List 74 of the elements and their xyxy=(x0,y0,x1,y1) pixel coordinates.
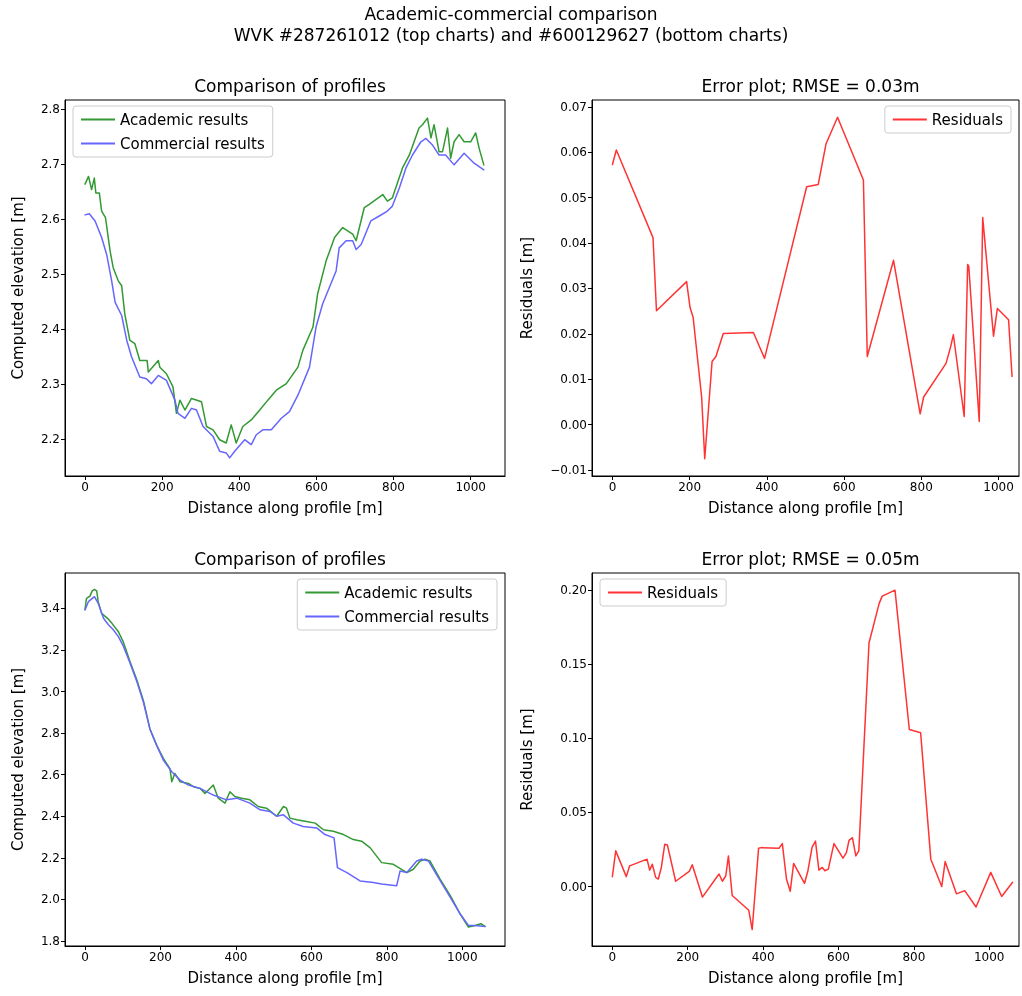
x-tick-label: 600 xyxy=(832,480,856,494)
legend-label: Residuals xyxy=(647,583,719,602)
x-axis-title: Distance along profile [m] xyxy=(187,968,383,987)
y-tick-label: 2.8 xyxy=(40,726,60,741)
legend-label: Residuals xyxy=(931,110,1004,129)
y-tick-label: 2.0 xyxy=(40,892,60,907)
y-axis-title: Computed elevation [m] xyxy=(8,196,27,380)
x-tick-label: 0 xyxy=(608,480,617,494)
chart-title: Comparison of profiles xyxy=(194,548,386,569)
chart-title: Error plot; RMSE = 0.03m xyxy=(701,75,920,96)
y-tick-label: −0.01 xyxy=(550,463,587,478)
text: Academic-commercial comparison xyxy=(363,4,659,25)
chart-title: Error plot; RMSE = 0.05m xyxy=(701,548,920,569)
y-tick-label: 3.0 xyxy=(40,684,60,699)
y-axis-title: Computed elevation [m] xyxy=(8,667,27,852)
y-tick-label: 0.05 xyxy=(560,190,587,205)
legend-label: Commercial results xyxy=(120,134,265,153)
x-tick-label: 400 xyxy=(227,480,251,494)
y-tick-label: 0.10 xyxy=(560,731,587,746)
y-tick-label: 0.01 xyxy=(560,372,587,387)
x-tick-label: 800 xyxy=(382,480,406,494)
y-tick-label: 0.03 xyxy=(560,281,587,296)
x-axis-title: Distance along profile [m] xyxy=(187,498,383,517)
y-tick-label: 0.00 xyxy=(560,879,587,894)
x-tick-label: 200 xyxy=(676,950,700,964)
y-tick-label: 2.3 xyxy=(40,377,60,392)
x-tick-label: 800 xyxy=(902,950,926,964)
y-tick-label: 2.8 xyxy=(40,102,60,117)
x-tick-label: 0 xyxy=(81,480,89,494)
y-tick-label: 3.4 xyxy=(40,601,60,616)
y-tick-label: 2.2 xyxy=(40,432,60,447)
legend-label: Commercial results xyxy=(344,607,490,626)
x-tick-label: 0 xyxy=(81,950,89,964)
text: WVK #287261012 (top charts) and #600129627 (bottom charts) xyxy=(232,25,790,46)
x-tick-label: 0 xyxy=(608,950,617,964)
y-tick-label: 0.05 xyxy=(560,805,587,820)
x-tick-label: 400 xyxy=(224,950,248,964)
y-tick-label: 2.6 xyxy=(40,767,60,782)
y-tick-label: 2.7 xyxy=(40,157,60,172)
y-tick-label: 2.4 xyxy=(40,322,60,337)
x-tick-label: 800 xyxy=(375,950,399,964)
x-tick-label: 200 xyxy=(678,480,702,494)
x-tick-label: 600 xyxy=(299,950,323,964)
x-axis-title: Distance along profile [m] xyxy=(707,498,904,517)
y-tick-label: 0.02 xyxy=(560,326,587,341)
x-tick-label: 200 xyxy=(149,950,172,964)
y-tick-label: 0.07 xyxy=(560,99,587,114)
y-tick-label: 2.6 xyxy=(40,212,60,227)
x-tick-label: 200 xyxy=(150,480,174,494)
y-axis-title: Residuals [m] xyxy=(517,708,536,811)
y-tick-label: 2.4 xyxy=(40,809,60,824)
y-tick-label: 0.20 xyxy=(560,583,587,598)
x-tick-label: 400 xyxy=(751,950,775,964)
y-tick-label: 0.15 xyxy=(560,657,587,672)
legend-label: Academic results xyxy=(120,110,249,129)
y-tick-label: 1.8 xyxy=(40,934,60,949)
y-tick-label: 2.2 xyxy=(40,850,60,865)
x-tick-label: 1000 xyxy=(447,950,478,964)
x-axis-title: Distance along profile [m] xyxy=(707,968,904,987)
y-tick-label: 2.5 xyxy=(40,267,60,282)
x-tick-label: 600 xyxy=(827,950,850,964)
x-tick-label: 800 xyxy=(909,480,933,494)
legend-label: Academic results xyxy=(344,583,473,602)
y-tick-label: 3.2 xyxy=(40,642,60,657)
y-tick-label: 0.00 xyxy=(560,417,587,432)
x-tick-label: 1000 xyxy=(455,480,486,494)
y-tick-label: 0.06 xyxy=(560,145,587,160)
x-tick-label: 1000 xyxy=(973,950,1005,964)
x-tick-label: 600 xyxy=(304,480,328,494)
x-tick-label: 1000 xyxy=(983,480,1014,494)
y-tick-label: 0.04 xyxy=(560,236,587,251)
chart-title: Comparison of profiles xyxy=(194,75,386,96)
x-tick-label: 400 xyxy=(755,480,779,494)
y-axis-title: Residuals [m] xyxy=(517,236,536,340)
